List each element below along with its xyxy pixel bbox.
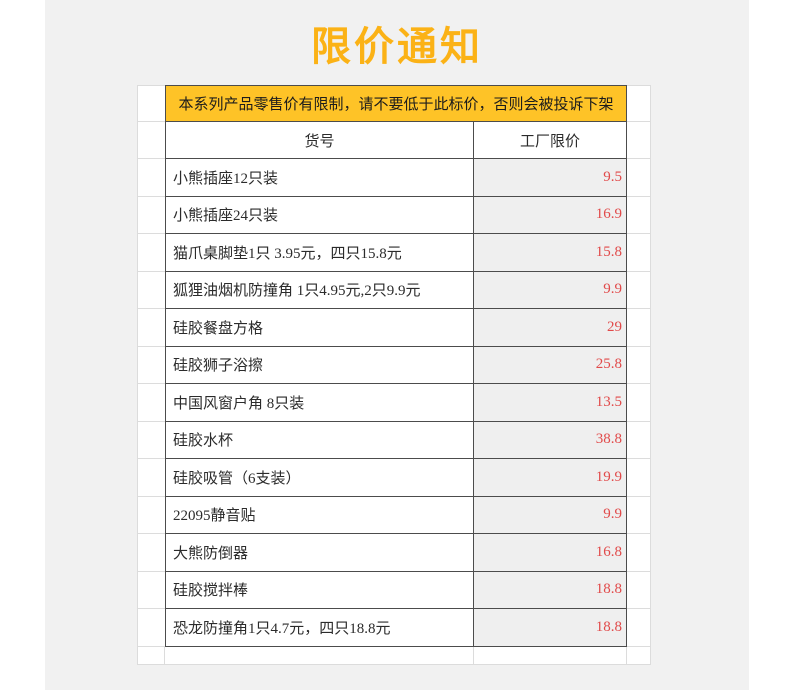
gutter-cell (627, 122, 651, 159)
price-cell: 9.9 (474, 271, 627, 309)
item-name-cell: 猫爪桌脚垫1只 3.95元，四只15.8元 (165, 234, 474, 272)
gutter-cell (627, 459, 651, 497)
gutter-cell (627, 309, 651, 347)
gutter-cell (627, 421, 651, 459)
gutter-cell (627, 384, 651, 422)
price-cell: 13.5 (474, 384, 627, 422)
item-name-cell: 硅胶狮子浴擦 (165, 346, 474, 384)
gutter-cell (137, 196, 165, 234)
gutter-cell (137, 309, 165, 347)
gutter-cell (627, 496, 651, 534)
gutter-cell (627, 159, 651, 197)
gutter-cell (137, 496, 165, 534)
column-header-price: 工厂限价 (474, 122, 627, 159)
page-title: 限价通知 (311, 24, 483, 69)
empty-cell (137, 646, 165, 665)
gutter-cell (627, 271, 651, 309)
empty-cell (165, 646, 474, 665)
item-name-cell: 恐龙防撞角1只4.7元，四只18.8元 (165, 609, 474, 647)
gutter-cell (627, 571, 651, 609)
price-cell: 9.5 (474, 159, 627, 197)
gutter-cell (137, 122, 165, 159)
gutter-cell (627, 196, 651, 234)
price-cell: 9.9 (474, 496, 627, 534)
item-name-cell: 大熊防倒器 (165, 534, 474, 572)
price-cell: 19.9 (474, 459, 627, 497)
gutter-cell (627, 85, 651, 122)
price-cell: 38.8 (474, 421, 627, 459)
notice-canvas: 限价通知 本系列产品零售价有限制，请不要低于此标价，否则会被投诉下架 货号 工厂… (45, 0, 749, 690)
gutter-cell (627, 234, 651, 272)
price-cell: 25.8 (474, 346, 627, 384)
gutter-cell (137, 534, 165, 572)
item-name-cell: 硅胶水杯 (165, 421, 474, 459)
gutter-cell (627, 609, 651, 647)
item-name-cell: 硅胶吸管（6支装） (165, 459, 474, 497)
notice-banner: 本系列产品零售价有限制，请不要低于此标价，否则会被投诉下架 (165, 85, 627, 122)
item-name-cell: 狐狸油烟机防撞角 1只4.95元,2只9.9元 (165, 271, 474, 309)
empty-cell (627, 646, 651, 665)
gutter-cell (137, 571, 165, 609)
price-cell: 15.8 (474, 234, 627, 272)
gutter-cell (137, 271, 165, 309)
gutter-cell (137, 459, 165, 497)
column-header-item: 货号 (165, 122, 474, 159)
gutter-cell (137, 609, 165, 647)
item-name-cell: 硅胶搅拌棒 (165, 571, 474, 609)
gutter-cell (627, 534, 651, 572)
price-cell: 16.8 (474, 534, 627, 572)
item-name-cell: 硅胶餐盘方格 (165, 309, 474, 347)
gutter-cell (137, 85, 165, 122)
empty-cell (474, 646, 627, 665)
price-cell: 18.8 (474, 609, 627, 647)
gutter-cell (137, 384, 165, 422)
gutter-cell (137, 346, 165, 384)
item-name-cell: 小熊插座12只装 (165, 159, 474, 197)
item-name-cell: 小熊插座24只装 (165, 196, 474, 234)
gutter-cell (137, 234, 165, 272)
price-limit-table: 本系列产品零售价有限制，请不要低于此标价，否则会被投诉下架 货号 工厂限价 小熊… (137, 85, 651, 665)
gutter-cell (627, 346, 651, 384)
price-cell: 18.8 (474, 571, 627, 609)
price-cell: 16.9 (474, 196, 627, 234)
item-name-cell: 22095静音贴 (165, 496, 474, 534)
gutter-cell (137, 159, 165, 197)
gutter-cell (137, 421, 165, 459)
item-name-cell: 中国风窗户角 8只装 (165, 384, 474, 422)
price-cell: 29 (474, 309, 627, 347)
